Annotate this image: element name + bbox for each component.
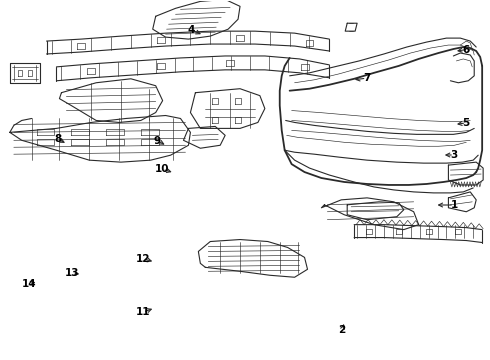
Text: 6: 6 xyxy=(463,45,470,55)
Text: 7: 7 xyxy=(363,73,370,83)
Text: 4: 4 xyxy=(188,25,195,35)
Text: 11: 11 xyxy=(136,307,150,317)
Text: 10: 10 xyxy=(155,164,170,174)
Text: 2: 2 xyxy=(339,325,346,335)
Text: 5: 5 xyxy=(463,118,470,128)
Text: 3: 3 xyxy=(450,150,458,160)
Text: 9: 9 xyxy=(154,136,161,146)
Text: 14: 14 xyxy=(22,279,36,289)
Text: 12: 12 xyxy=(136,253,150,264)
Text: 1: 1 xyxy=(450,200,458,210)
Text: 13: 13 xyxy=(65,268,80,278)
Text: 8: 8 xyxy=(54,134,61,144)
